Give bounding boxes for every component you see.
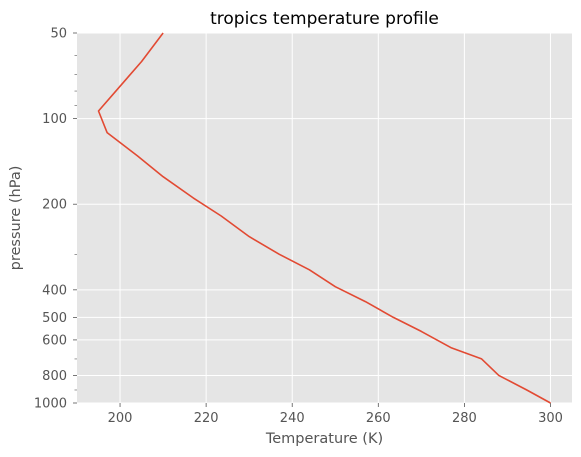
y-tick-label: 1000 (34, 397, 67, 412)
x-tick-label: 280 (452, 411, 477, 426)
x-tick-label: 220 (194, 411, 219, 426)
chart-title: tropics temperature profile (210, 9, 439, 29)
grid-lines (77, 32, 572, 404)
y-tick-label: 50 (50, 27, 67, 42)
y-tick-label: 100 (42, 112, 67, 127)
y-axis-label: pressure (hPa) (8, 166, 24, 271)
y-tick-label: 400 (42, 283, 67, 298)
y-tick-label: 800 (42, 369, 67, 384)
x-tick-label: 260 (366, 411, 391, 426)
x-axis-label: Temperature (K) (265, 431, 383, 447)
axis-ticks: 200 220 240 260 280 300 50 100 200 400 500 600 800 10… (34, 27, 563, 427)
plot-background (77, 33, 572, 403)
y-tick-label: 500 (42, 311, 67, 326)
y-tick-label: 200 (42, 198, 67, 213)
x-tick-label: 240 (280, 411, 305, 426)
x-tick-label: 200 (108, 411, 133, 426)
y-tick-label: 600 (42, 333, 67, 348)
series-layer (97, 32, 551, 404)
temperature-profile-line (97, 32, 551, 404)
x-tick-label: 300 (538, 411, 563, 426)
